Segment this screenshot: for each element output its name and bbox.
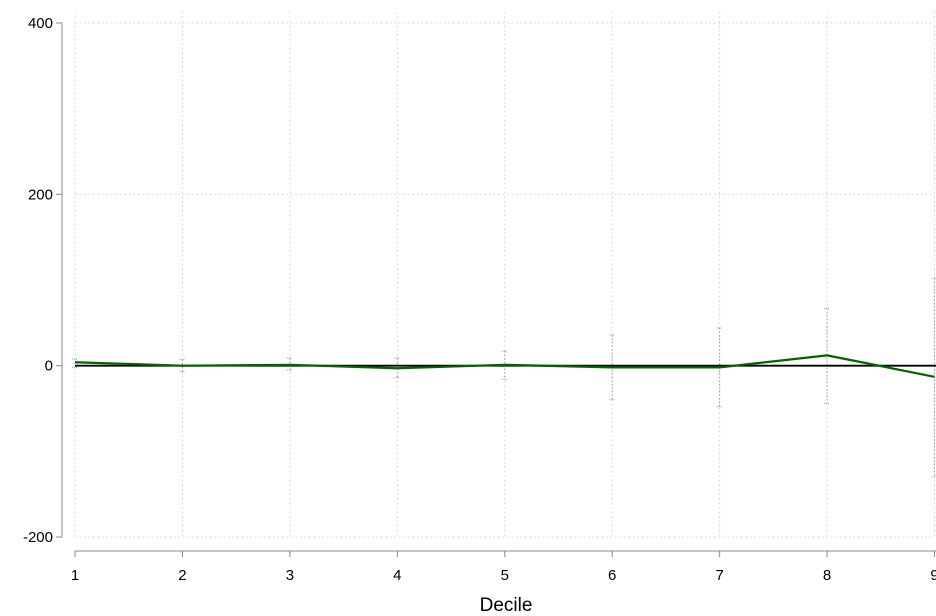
y-tick-label--200: -200 (23, 529, 53, 546)
ci-bar-2 (179, 359, 186, 373)
gridlines (74, 12, 935, 538)
y-tick-label-400: 400 (28, 15, 53, 32)
y-axis: -200 0 200 400 (23, 15, 63, 546)
x-tick-label-2: 2 (178, 567, 186, 584)
ci-bar-8 (824, 307, 831, 404)
x-tick-label-5: 5 (501, 567, 509, 584)
y-tick-label-200: 200 (28, 186, 53, 203)
x-tick-label-1: 1 (71, 567, 79, 584)
x-tick-label-6: 6 (608, 567, 616, 584)
ci-bar-4 (394, 357, 401, 379)
ci-bar-9 (931, 277, 936, 478)
y-tick-label-0: 0 (45, 358, 53, 375)
series-lines (74, 354, 935, 378)
x-tick-label-7: 7 (715, 567, 723, 584)
x-axis-title: Decile (480, 595, 533, 616)
x-tick-label-4: 4 (393, 567, 401, 584)
confidence-intervals (72, 277, 936, 478)
x-tick-label-3: 3 (286, 567, 294, 584)
ci-bar-3 (286, 357, 293, 371)
x-tick-label-8: 8 (823, 567, 831, 584)
x-tick-label-9: 9 (930, 567, 936, 584)
x-axis: 1 2 3 4 5 6 7 8 9 (71, 550, 936, 584)
